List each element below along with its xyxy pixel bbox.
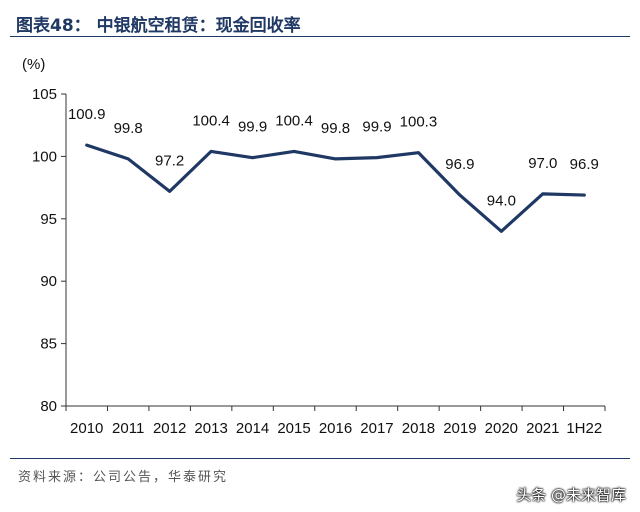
x-tick-label: 1H22 bbox=[566, 420, 602, 437]
x-axis: 2010 2011 2012 2013 2014 2015 2016 2017 2018 2019… bbox=[65, 405, 606, 437]
x-tick-label: 2012 bbox=[153, 420, 186, 437]
x-tick-label: 2015 bbox=[277, 420, 310, 437]
watermark: 头条 @未来智库 bbox=[516, 486, 626, 504]
x-tick-label: 2019 bbox=[443, 420, 476, 437]
data-label: 99.8 bbox=[114, 120, 143, 137]
data-label: 97.2 bbox=[155, 152, 184, 169]
data-point bbox=[500, 230, 503, 233]
data-label: 100.4 bbox=[275, 112, 313, 129]
y-tick-label: 85 bbox=[40, 336, 57, 353]
data-point bbox=[458, 193, 462, 197]
data-labels: 100.9 99.8 97.2 100.4 99.9 100.4 99.8 99.9 100.3… bbox=[68, 106, 599, 209]
x-tick-label: 2016 bbox=[319, 420, 352, 437]
x-tick-label: 2013 bbox=[194, 420, 227, 437]
data-label: 100.3 bbox=[400, 114, 438, 131]
x-tick-label: 2011 bbox=[112, 420, 144, 437]
data-point bbox=[251, 156, 254, 159]
data-point bbox=[541, 192, 545, 196]
data-label: 94.0 bbox=[487, 192, 516, 209]
y-tick-label: 80 bbox=[40, 398, 57, 415]
y-tick-label: 95 bbox=[40, 211, 57, 228]
chart-header: 图表48： 中银航空租赁：现金回收率 bbox=[10, 8, 630, 37]
data-point bbox=[583, 193, 586, 197]
source-note: 资料来源：公司公告，华泰研究 bbox=[18, 470, 229, 485]
data-point bbox=[126, 157, 130, 161]
data-point bbox=[417, 151, 420, 154]
data-label: 97.0 bbox=[528, 155, 557, 172]
y-axis-label: (%) bbox=[22, 56, 45, 73]
y-axis: 80 85 90 95 100 105 bbox=[32, 86, 67, 415]
y-tick-label: 100 bbox=[32, 148, 57, 165]
data-label: 100.4 bbox=[192, 112, 230, 129]
chart-title: 图表48： 中银航空租赁：现金回收率 bbox=[16, 16, 301, 36]
data-label: 99.8 bbox=[321, 120, 350, 137]
data-label: 99.9 bbox=[238, 119, 267, 136]
y-tick-label: 90 bbox=[40, 273, 57, 290]
x-tick-label: 2020 bbox=[485, 420, 518, 437]
x-tick-label: 2014 bbox=[236, 420, 269, 437]
data-label: 99.9 bbox=[362, 119, 391, 136]
footer-divider bbox=[10, 458, 630, 459]
data-point bbox=[209, 150, 213, 153]
y-tick-label: 105 bbox=[32, 86, 57, 103]
series-line bbox=[85, 143, 586, 233]
data-point bbox=[168, 190, 171, 193]
x-tick-label: 2017 bbox=[360, 420, 393, 437]
data-label: 100.9 bbox=[68, 106, 106, 123]
x-tick-label: 2010 bbox=[70, 420, 103, 437]
data-point bbox=[292, 150, 296, 153]
x-tick-label: 2018 bbox=[402, 420, 435, 437]
x-tick-label: 2021 bbox=[526, 420, 559, 437]
data-point bbox=[334, 157, 337, 161]
data-label: 96.9 bbox=[445, 156, 474, 173]
data-point bbox=[85, 143, 88, 147]
data-point bbox=[375, 156, 379, 159]
data-label: 96.9 bbox=[570, 156, 599, 173]
